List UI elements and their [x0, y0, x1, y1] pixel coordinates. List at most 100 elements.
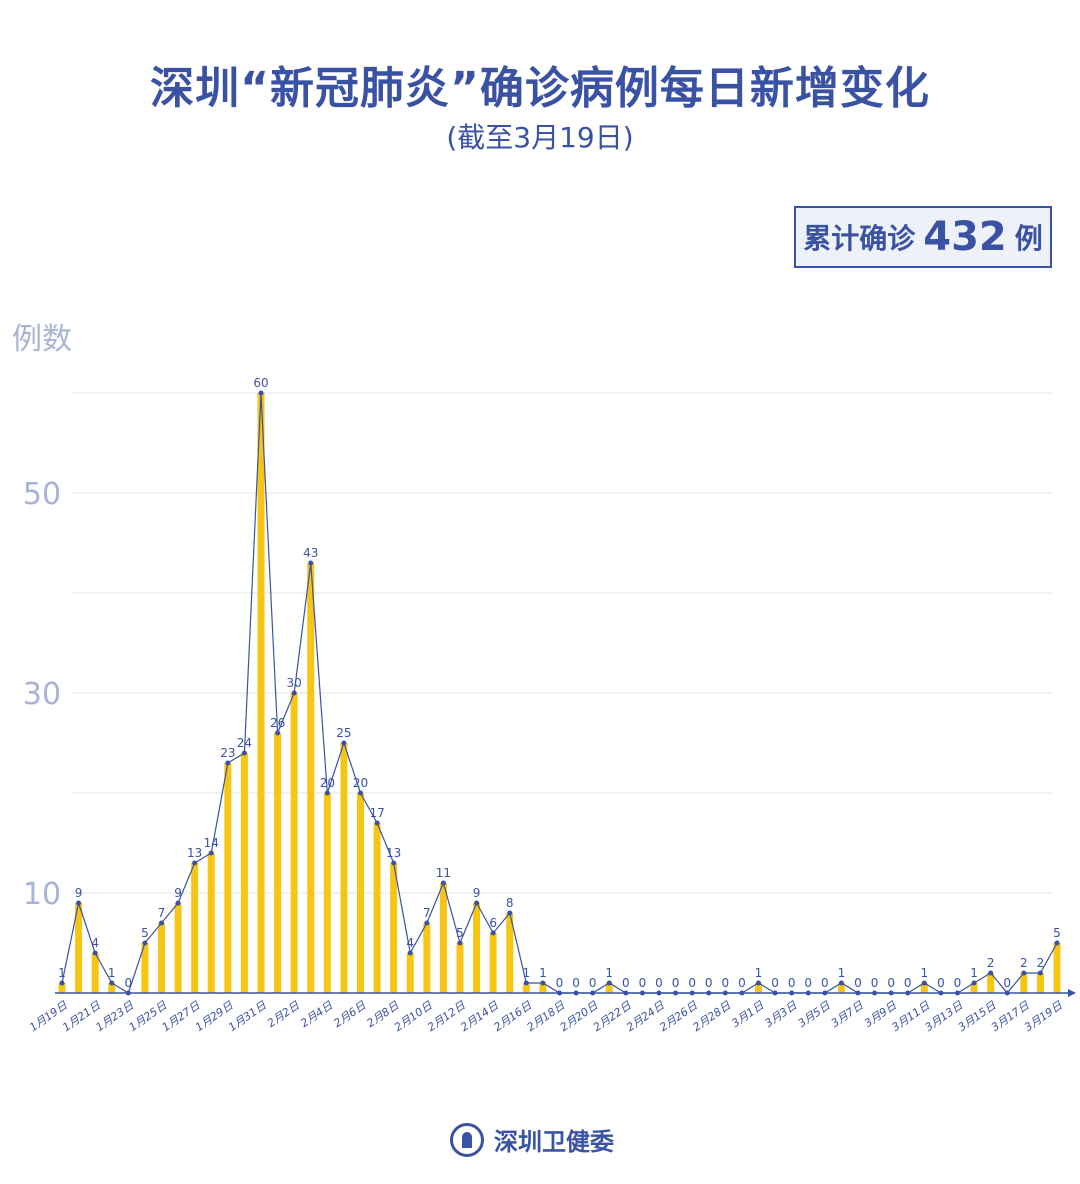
data-label: 0 — [871, 976, 879, 990]
x-tick-label: 2月28日 — [690, 998, 733, 1034]
bar — [390, 863, 398, 993]
data-point — [291, 690, 297, 696]
data-point — [623, 990, 629, 996]
data-label: 13 — [187, 846, 202, 860]
data-point — [656, 990, 662, 996]
data-label: 0 — [804, 976, 812, 990]
data-label: 1 — [838, 966, 846, 980]
data-label: 2 — [987, 956, 995, 970]
data-label: 0 — [705, 976, 713, 990]
data-label: 1 — [523, 966, 531, 980]
data-point — [407, 950, 413, 956]
bar — [290, 693, 298, 993]
data-label: 5 — [456, 926, 464, 940]
bar — [539, 983, 547, 993]
x-axis-arrow-icon — [1068, 989, 1076, 997]
bar — [1053, 943, 1061, 993]
data-point — [921, 980, 927, 986]
bar — [522, 983, 530, 993]
data-point — [258, 390, 264, 396]
footer: 深圳卫健委 — [450, 1122, 614, 1157]
bar — [406, 953, 414, 993]
data-label: 0 — [672, 976, 680, 990]
data-label: 17 — [369, 806, 384, 820]
data-label: 5 — [141, 926, 149, 940]
data-label: 1 — [921, 966, 929, 980]
bar — [1020, 973, 1028, 993]
bar — [108, 983, 116, 993]
data-label: 23 — [220, 746, 235, 760]
data-label: 4 — [406, 936, 414, 950]
org-logo-icon — [450, 1122, 484, 1157]
data-point — [739, 990, 745, 996]
data-label: 0 — [854, 976, 862, 990]
data-point — [606, 980, 612, 986]
data-label: 8 — [506, 896, 514, 910]
bar — [240, 753, 248, 993]
data-label: 4 — [91, 936, 99, 950]
data-label: 1 — [755, 966, 763, 980]
data-label: 9 — [75, 886, 83, 900]
footer-org: 深圳卫健委 — [494, 1128, 614, 1156]
data-point — [125, 990, 131, 996]
bar — [755, 983, 762, 993]
data-point — [374, 820, 380, 826]
data-label: 1 — [970, 966, 978, 980]
data-label: 13 — [386, 846, 401, 860]
data-label: 0 — [688, 976, 696, 990]
data-label: 1 — [108, 966, 116, 980]
data-point — [1037, 970, 1043, 976]
bar — [1036, 973, 1044, 993]
data-label: 0 — [589, 976, 597, 990]
data-point — [639, 990, 645, 996]
x-tick-label: 3月7日 — [829, 998, 867, 1030]
bar — [506, 913, 514, 993]
total-prefix: 累计确诊 — [803, 222, 916, 255]
data-point — [192, 860, 198, 866]
data-label: 0 — [937, 976, 945, 990]
data-label: 9 — [174, 886, 182, 900]
data-point — [474, 900, 480, 906]
data-label: 0 — [771, 976, 779, 990]
data-label: 60 — [253, 376, 268, 390]
data-point — [872, 990, 878, 996]
data-point — [838, 980, 844, 986]
data-point — [457, 940, 463, 946]
y-tick-label: 30 — [23, 677, 61, 712]
data-label: 9 — [473, 886, 481, 900]
data-point — [424, 920, 430, 926]
data-label: 2 — [1037, 956, 1045, 970]
x-tick-label: 1月31日 — [226, 998, 269, 1034]
data-point — [523, 980, 529, 986]
x-tick-label: 3月19日 — [1022, 998, 1065, 1034]
data-label: 2 — [1020, 956, 1028, 970]
data-label: 0 — [904, 976, 912, 990]
total-value: 432 — [923, 214, 1007, 260]
data-label: 0 — [125, 976, 133, 990]
bar — [605, 983, 613, 993]
data-label: 1 — [58, 966, 66, 980]
data-point — [756, 980, 761, 986]
data-point — [706, 990, 712, 996]
data-label: 0 — [655, 976, 663, 990]
data-point — [92, 950, 98, 956]
data-label: 0 — [572, 976, 580, 990]
data-point — [490, 930, 496, 936]
x-tick-label: 3月3日 — [762, 998, 800, 1030]
bar — [207, 853, 215, 993]
x-tick-label: 2月4日 — [298, 998, 336, 1030]
data-point — [855, 990, 861, 996]
y-tick-label: 50 — [23, 477, 61, 512]
data-point — [275, 730, 281, 736]
data-label: 0 — [738, 976, 746, 990]
bar — [439, 883, 447, 993]
data-point — [805, 990, 811, 996]
data-point — [358, 790, 363, 796]
bar — [307, 563, 315, 993]
data-label: 0 — [954, 976, 962, 990]
data-label: 1 — [539, 966, 547, 980]
data-label: 24 — [237, 736, 252, 750]
bar — [75, 903, 83, 993]
data-point — [241, 750, 247, 756]
